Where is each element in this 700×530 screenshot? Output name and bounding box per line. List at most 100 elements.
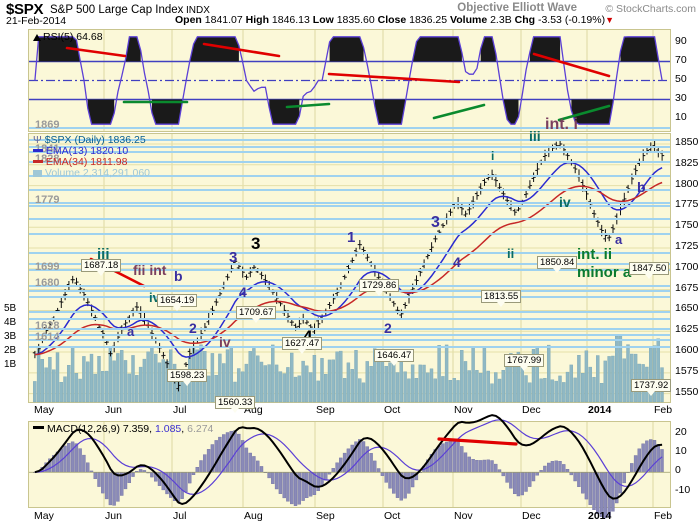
price-tick-1650: 1650	[675, 302, 699, 315]
close-label: Close	[377, 14, 407, 26]
price-legend-ema13: EMA(13) 1820.10	[33, 145, 128, 157]
price-tick-1600: 1600	[675, 344, 699, 357]
macd-tick-0: 0	[675, 464, 681, 477]
price-callout-label: 1850.84	[537, 256, 578, 273]
price-callout-label: 1646.47	[374, 349, 415, 366]
rsi-tick-70: 70	[675, 53, 687, 66]
price-level-line-1779	[29, 202, 670, 205]
x-axis-tick-Sep: Sep	[316, 404, 335, 416]
price-level-line-aux	[29, 146, 670, 149]
line-swatch-icon	[33, 160, 43, 163]
price-tick-1700: 1700	[675, 260, 699, 273]
x-axis-tick-Jun: Jun	[105, 510, 122, 522]
volume-text: Volume 2,314,291,060	[44, 167, 151, 179]
price-tick-1575: 1575	[675, 364, 699, 377]
site-credit: © StockCharts.com	[605, 3, 696, 15]
price-callout-label: 1654.19	[157, 294, 198, 311]
price-level-line-aux	[29, 217, 670, 220]
elliott-wave-label: 2	[189, 320, 197, 336]
price-level-line-aux	[29, 334, 670, 337]
x-axis-tick-Feb: Feb	[654, 510, 673, 522]
macd-name: MACD(12,26,9)	[47, 423, 120, 435]
price-level-label: 1869	[35, 119, 60, 132]
macd-legend: MACD(12,26,9) 7.359, 1.085, 6.274	[33, 423, 213, 435]
price-level-line-aux	[29, 252, 670, 254]
elliott-wave-label: b	[637, 179, 646, 195]
macd-v3: 6.274	[187, 423, 214, 435]
rsi-tick-90: 90	[675, 34, 687, 47]
high-value: 1846.13	[271, 14, 310, 26]
price-callout-label: 1560.33	[215, 396, 256, 413]
mountain-icon	[33, 34, 41, 41]
elliott-wave-label: a	[127, 324, 135, 339]
elliott-wave-label: 4	[239, 284, 247, 300]
x-axis-top: May Jun Jul Aug Sep Oct Nov Dec 2014 Feb	[28, 404, 672, 418]
elliott-wave-label: int. ii	[577, 246, 612, 263]
price-callout-label: 1687.18	[81, 259, 122, 276]
low-label: Low	[312, 14, 334, 26]
open-value: 1841.07	[204, 14, 243, 26]
price-level-label: 1628	[35, 319, 60, 332]
volume-tick-1B: 1B	[4, 359, 17, 370]
x-axis-tick-Jul: Jul	[173, 510, 187, 522]
elliott-wave-label: fii int	[133, 262, 167, 278]
volume-value: 2.3B	[490, 14, 512, 26]
rsi-legend: RSI(5) 64.68	[33, 31, 103, 43]
volume-tick-5B: 5B	[4, 303, 17, 314]
quote-date: 21-Feb-2014	[6, 15, 67, 27]
price-tick-1725: 1725	[675, 240, 699, 252]
price-level-line-aux	[29, 296, 670, 299]
rsi-tick-30: 30	[675, 91, 687, 104]
chg-value: -3.53 (-0.19%)	[537, 14, 606, 26]
down-arrow-icon: ▼	[605, 15, 615, 25]
exchange-label: INDX	[186, 5, 210, 16]
symbol-name: S&P 500 Large Cap Index	[50, 4, 184, 16]
elliott-wave-label: 1	[347, 229, 356, 246]
ema13-text: EMA(13) 1820.10	[45, 145, 129, 157]
price-level-line-1869	[29, 127, 670, 130]
price-level-label: 1779	[35, 194, 60, 207]
macd-v2: 1.085	[155, 423, 182, 435]
price-callout-label: 1813.55	[481, 290, 522, 307]
quote-line: Open 1841.07 High 1846.13 Low 1835.60 Cl…	[175, 14, 614, 26]
volume-tick-2B: 2B	[4, 345, 17, 356]
price-tick-1625: 1625	[675, 323, 699, 336]
symbol-ticker: $SPX	[6, 1, 44, 18]
price-tick-1775: 1775	[675, 198, 699, 211]
macd-tick-20: 20	[675, 425, 687, 438]
price-callout-label: 1767.99	[504, 354, 545, 371]
price-callout-label: 1729.86	[359, 279, 400, 296]
price-tick-1825: 1825	[675, 156, 699, 169]
line-swatch-icon	[33, 426, 44, 429]
price-level-line-aux	[29, 188, 670, 191]
price-level-label: 1699	[35, 260, 60, 273]
high-label: High	[245, 14, 269, 26]
x-axis-tick-Aug: Aug	[244, 510, 263, 522]
elliott-wave-label: 3	[229, 249, 238, 266]
price-level-line-1699	[29, 268, 670, 271]
price-callout-label: 1847.50	[629, 262, 670, 279]
price-level-line-1841	[29, 150, 670, 153]
elliott-wave-label: iv	[559, 194, 571, 210]
price-level-line-aux	[29, 311, 670, 314]
price-level-line-aux	[29, 174, 670, 177]
price-panel: Ψ $SPX (Daily) 1836.25 EMA(13) 1820.10 E…	[28, 116, 672, 413]
volume-tick-3B: 3B	[4, 331, 17, 342]
x-axis-tick-Sep: Sep	[316, 510, 335, 522]
price-level-line-1614	[29, 339, 670, 342]
x-axis-tick-May: May	[34, 404, 54, 416]
x-axis-tick-Oct: Oct	[384, 510, 401, 522]
price-level-line-1828	[29, 161, 670, 164]
price-callout-label: 1598.23	[167, 369, 208, 386]
price-level-line-aux	[29, 262, 670, 265]
price-level-line-aux	[29, 138, 670, 141]
open-label: Open	[175, 14, 202, 26]
chart-header: $SPX S&P 500 Large Cap Index INDX Object…	[0, 0, 700, 28]
chg-label: Chg	[514, 14, 536, 26]
macd-tick--10: -10	[675, 483, 691, 496]
macd-v1: 7.359	[122, 423, 150, 435]
x-axis-tick-May: May	[34, 510, 54, 522]
rsi-tick-10: 10	[675, 110, 687, 123]
x-axis-tick-Dec: Dec	[522, 404, 541, 416]
